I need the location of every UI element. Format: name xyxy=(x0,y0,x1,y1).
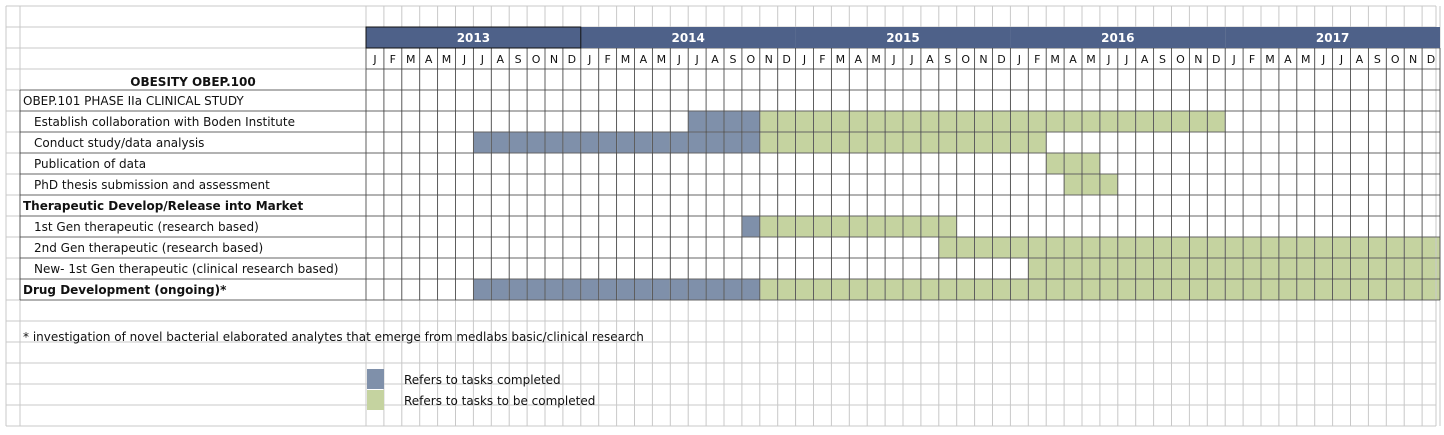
legend-label-to-complete: Refers to tasks to be completed xyxy=(404,394,595,408)
year-label: 2016 xyxy=(1101,31,1134,45)
row-label: PhD thesis submission and assessment xyxy=(34,178,270,192)
year-label: 2015 xyxy=(886,31,919,45)
month-label: J xyxy=(587,53,591,66)
month-label: M xyxy=(406,53,416,66)
bar-to-complete xyxy=(1028,258,1440,279)
month-label: S xyxy=(944,53,951,66)
month-label: J xyxy=(372,53,376,66)
month-label: J xyxy=(1124,53,1128,66)
month-label: F xyxy=(390,53,396,66)
month-label: S xyxy=(1374,53,1381,66)
month-label: A xyxy=(1356,53,1364,66)
month-label: O xyxy=(1391,53,1400,66)
month-label: A xyxy=(1069,53,1077,66)
month-label: M xyxy=(1050,53,1060,66)
year-band-2014 xyxy=(580,27,796,48)
month-label: D xyxy=(997,53,1005,66)
month-label: A xyxy=(640,53,648,66)
month-label: S xyxy=(1159,53,1166,66)
month-label: N xyxy=(765,53,773,66)
month-label: A xyxy=(926,53,934,66)
task-labels: OBEP.101 PHASE IIa CLINICAL STUDY Establi… xyxy=(23,94,338,297)
month-label: N xyxy=(1194,53,1202,66)
month-label: A xyxy=(1141,53,1149,66)
month-label: S xyxy=(515,53,522,66)
month-label: M xyxy=(871,53,881,66)
month-label: J xyxy=(677,53,681,66)
month-label: J xyxy=(695,53,699,66)
row-label: Conduct study/data analysis xyxy=(34,136,204,150)
month-label: S xyxy=(729,53,736,66)
month-label: J xyxy=(462,53,466,66)
row-label: New- 1st Gen therapeutic (clinical resea… xyxy=(34,262,338,276)
bar-to-complete xyxy=(1064,174,1118,195)
month-label: N xyxy=(1409,53,1417,66)
year-label: 2014 xyxy=(671,31,704,45)
month-label: F xyxy=(1034,53,1040,66)
year-label: 2013 xyxy=(457,31,490,45)
month-label: M xyxy=(657,53,667,66)
month-label: D xyxy=(568,53,576,66)
month-label: J xyxy=(802,53,806,66)
bar-to-complete xyxy=(759,216,957,237)
row-label: 1st Gen therapeutic (research based) xyxy=(34,220,259,234)
year-band-2017 xyxy=(1225,27,1440,48)
month-label: A xyxy=(854,53,862,66)
month-label: F xyxy=(1249,53,1255,66)
year-band-2016 xyxy=(1010,27,1226,48)
month-label: D xyxy=(782,53,790,66)
month-label: M xyxy=(442,53,452,66)
month-label: M xyxy=(836,53,846,66)
year-band-2015 xyxy=(795,27,1011,48)
month-label: N xyxy=(550,53,558,66)
grid-lines xyxy=(5,5,1441,427)
month-label: A xyxy=(1284,53,1292,66)
month-label: N xyxy=(979,53,987,66)
footnote: * investigation of novel bacterial elabo… xyxy=(23,330,644,344)
legend-swatch-completed xyxy=(367,369,384,389)
month-label: J xyxy=(891,53,895,66)
month-label: M xyxy=(621,53,631,66)
year-band-outline xyxy=(365,26,582,49)
month-label: J xyxy=(1321,53,1325,66)
legend-label-completed: Refers to tasks completed xyxy=(404,373,561,387)
month-label: F xyxy=(819,53,825,66)
month-label: J xyxy=(909,53,913,66)
month-label: A xyxy=(425,53,433,66)
year-band-2013 xyxy=(366,27,581,48)
row-label: Establish collaboration with Boden Insti… xyxy=(34,115,295,129)
chart-title: OBESITY OBEP.100 xyxy=(130,75,255,89)
month-label: O xyxy=(961,53,970,66)
month-label: F xyxy=(604,53,610,66)
month-label: O xyxy=(532,53,541,66)
month-label: O xyxy=(1176,53,1185,66)
month-label: J xyxy=(1017,53,1021,66)
row-label: 2nd Gen therapeutic (research based) xyxy=(34,241,263,255)
month-label: A xyxy=(711,53,719,66)
row-label: Publication of data xyxy=(34,157,146,171)
month-label: M xyxy=(1301,53,1311,66)
month-label: J xyxy=(1232,53,1236,66)
month-label: J xyxy=(1106,53,1110,66)
legend-swatch-to-complete xyxy=(367,390,384,410)
month-label: D xyxy=(1427,53,1435,66)
month-label: O xyxy=(747,53,756,66)
month-label: M xyxy=(1086,53,1096,66)
month-label: J xyxy=(1339,53,1343,66)
month-label: M xyxy=(1265,53,1275,66)
legend: Refers to tasks completed Refers to task… xyxy=(367,369,595,410)
row-label: Therapeutic Develop/Release into Market xyxy=(23,199,303,213)
month-label: J xyxy=(480,53,484,66)
bar-to-complete xyxy=(1046,153,1100,174)
year-label: 2017 xyxy=(1316,31,1349,45)
month-label: A xyxy=(496,53,504,66)
month-label: D xyxy=(1212,53,1220,66)
bar-completed xyxy=(741,216,760,237)
row-label: OBEP.101 PHASE IIa CLINICAL STUDY xyxy=(23,94,244,108)
row-label: Drug Development (ongoing)* xyxy=(23,283,227,297)
